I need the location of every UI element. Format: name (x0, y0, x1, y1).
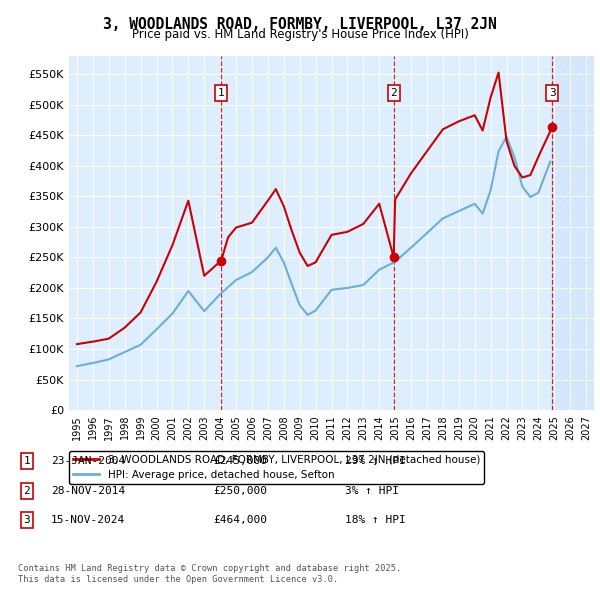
Text: £250,000: £250,000 (213, 486, 267, 496)
Legend: 3, WOODLANDS ROAD, FORMBY, LIVERPOOL, L37 2JN (detached house), HPI: Average pri: 3, WOODLANDS ROAD, FORMBY, LIVERPOOL, L3… (69, 451, 484, 484)
Text: 18% ↑ HPI: 18% ↑ HPI (345, 516, 406, 525)
Text: £464,000: £464,000 (213, 516, 267, 525)
Text: Contains HM Land Registry data © Crown copyright and database right 2025.: Contains HM Land Registry data © Crown c… (18, 565, 401, 573)
Text: 1: 1 (218, 88, 224, 98)
Text: £245,000: £245,000 (213, 457, 267, 466)
Text: 3: 3 (23, 516, 31, 525)
Text: 2: 2 (391, 88, 397, 98)
Text: 3% ↑ HPI: 3% ↑ HPI (345, 486, 399, 496)
Text: 23-JAN-2004: 23-JAN-2004 (51, 457, 125, 466)
Text: 1: 1 (23, 457, 31, 466)
Text: 3: 3 (549, 88, 556, 98)
Text: 2: 2 (23, 486, 31, 496)
Text: 15-NOV-2024: 15-NOV-2024 (51, 516, 125, 525)
Text: 29% ↑ HPI: 29% ↑ HPI (345, 457, 406, 466)
Text: 3, WOODLANDS ROAD, FORMBY, LIVERPOOL, L37 2JN: 3, WOODLANDS ROAD, FORMBY, LIVERPOOL, L3… (103, 17, 497, 31)
Text: 28-NOV-2014: 28-NOV-2014 (51, 486, 125, 496)
Bar (553, 56, 594, 410)
Text: This data is licensed under the Open Government Licence v3.0.: This data is licensed under the Open Gov… (18, 575, 338, 584)
Text: Price paid vs. HM Land Registry's House Price Index (HPI): Price paid vs. HM Land Registry's House … (131, 28, 469, 41)
